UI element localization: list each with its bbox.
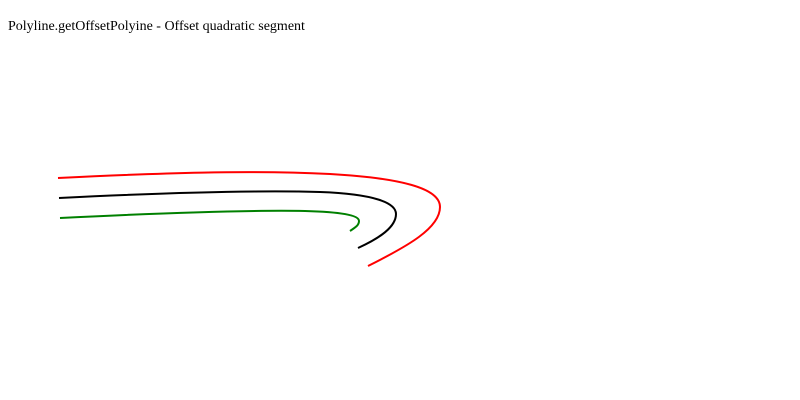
source-curve	[58, 190, 397, 249]
inner-offset-curve	[59, 209, 360, 232]
outer-offset-curve	[57, 171, 441, 267]
page-title: Polyline.getOffsetPolyine - Offset quadr…	[8, 19, 305, 34]
